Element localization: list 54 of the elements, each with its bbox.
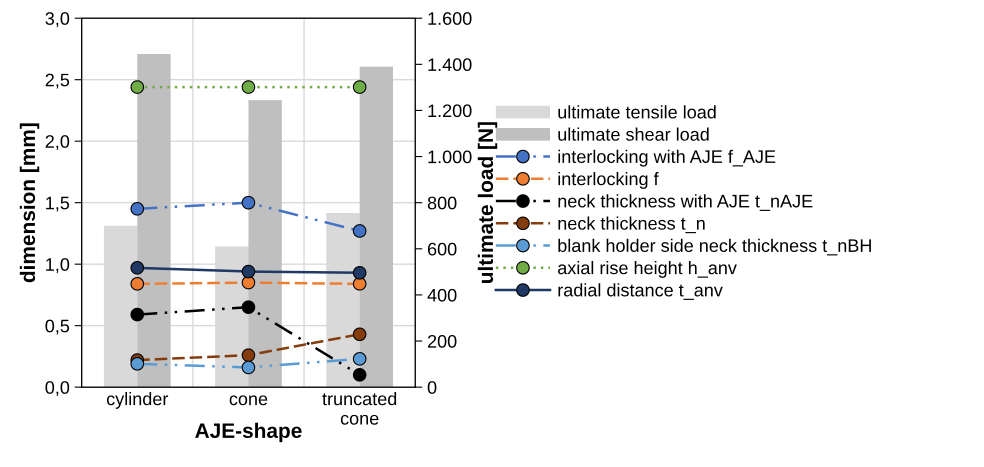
y-tick-label: 3,0: [45, 12, 70, 28]
x-axis-title: AJE-shape: [195, 422, 302, 442]
x-tick-label: truncated cone: [322, 392, 396, 425]
y2-tick-label: 1.200: [428, 104, 472, 118]
point: [242, 80, 256, 94]
y2-tick-label: 0: [428, 381, 436, 394]
point: [352, 327, 366, 342]
y2-tick-label: 200: [428, 334, 456, 348]
point: [242, 196, 256, 210]
point: [242, 348, 256, 362]
legend-label: interlocking with AJE f_AJE: [558, 150, 776, 167]
point: [242, 360, 256, 374]
legend-label: ultimate tensile load: [558, 105, 716, 119]
legend-label: axial rise height h_anv: [558, 261, 737, 278]
y-tick-label: 0,0: [45, 381, 70, 396]
y2-tick-label: 400: [427, 288, 456, 302]
y2-axis-title: ultimate load [N]: [478, 122, 498, 283]
point: [130, 80, 144, 94]
y-tick-label: 1,5: [46, 196, 70, 212]
point: [352, 352, 366, 366]
y2-tick-label: 1.400: [428, 58, 472, 72]
legend-label: neck thickness t_n: [558, 216, 705, 234]
point: [352, 266, 366, 280]
point: [352, 368, 366, 382]
point: [130, 202, 144, 216]
x-tick-label: cone: [230, 395, 268, 406]
point: [130, 277, 144, 291]
bar: [360, 66, 394, 388]
y2-tick-label: 600: [428, 242, 456, 256]
x-tick-label: cylinder: [106, 392, 168, 409]
y-tick-label: 2,5: [46, 74, 70, 89]
point: [352, 224, 366, 238]
point: [130, 308, 144, 322]
point: [130, 261, 144, 275]
point: [352, 277, 366, 291]
legend-label: interlocking f: [558, 172, 659, 189]
point: [352, 80, 366, 94]
point: [242, 264, 256, 278]
legend-label: ultimate shear load: [558, 128, 709, 141]
legend-label: neck thickness with AJE t_nAJE: [558, 194, 812, 211]
y-axis-title: dimension [mm]: [20, 123, 40, 282]
legend-label: blank holder side neck thickness t_nBH: [558, 238, 871, 256]
y-tick-label: 2,0: [46, 135, 70, 150]
y2-tick-label: 1.000: [428, 150, 472, 164]
y-tick-label: 1,0: [46, 258, 70, 274]
legend-label: radial distance t_anv: [558, 283, 723, 300]
bar: [137, 54, 171, 388]
y2-tick-label: 1.600: [428, 12, 472, 25]
y-tick-label: 0,5: [45, 320, 70, 335]
bar: [248, 100, 282, 388]
point: [242, 300, 256, 314]
point: [130, 356, 144, 371]
y2-tick-label: 800: [428, 196, 456, 210]
point: [242, 276, 256, 290]
